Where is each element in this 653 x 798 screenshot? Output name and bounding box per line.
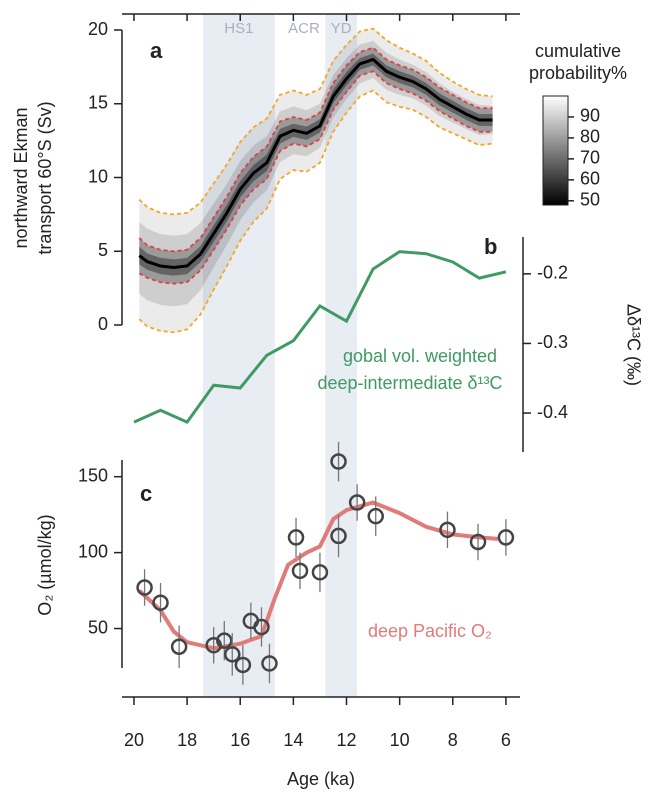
y-tick-label: 15 [88,93,108,113]
x-axis-label: Age (ka) [287,769,355,789]
shaded-interval [325,14,358,697]
data-point [348,494,366,511]
colorbar-title: cumulative [535,41,621,61]
y-tick-label: 5 [98,240,108,260]
colorbar [542,95,569,206]
probability-band [139,28,493,333]
panel-label: c [140,481,152,506]
data-point [234,656,252,674]
y-axis-label: northward Ekman [11,107,31,248]
y-tick-label: 10 [88,166,108,186]
smooth-curve [137,500,499,651]
x-tick-label: 10 [390,730,410,750]
x-tick-label: 8 [448,730,458,750]
data-point [253,618,270,636]
bound-line [138,70,493,285]
probability-band [139,40,493,307]
data-point [367,507,384,525]
x-tick-label: 14 [283,730,303,750]
y2-tick-label: -0.2 [537,263,568,283]
median-line [138,57,493,270]
colorbar-tick-label: 70 [580,148,600,168]
panel-label: a [150,38,163,63]
data-point [330,453,347,470]
data-point [261,655,278,672]
y2-tick-label: -0.4 [537,402,568,422]
y2-axis-label: Δδ¹³C (‰) [623,304,643,386]
colorbar-tick-label: 90 [580,106,600,126]
interval-label: HS1 [224,20,253,37]
data-point [224,646,241,663]
data-point [216,632,233,649]
y-tick-label: 50 [88,617,108,637]
data-point [291,562,309,580]
x-tick-label: 16 [230,730,250,750]
y-tick-label: 100 [78,541,108,561]
x-tick-label: 6 [501,730,511,750]
data-point [136,579,153,596]
x-tick-label: 18 [177,730,197,750]
data-point [439,521,456,539]
probability-band [139,47,493,284]
series-annotation: gobal vol. weighted [343,346,497,366]
data-point [469,533,487,551]
interval-label: ACR [288,20,320,37]
colorbar-title: probability% [529,63,627,83]
colorbar-tick-label: 60 [580,169,600,189]
data-point [497,529,515,546]
data-point [152,594,169,611]
data-line [133,250,507,424]
bound-line [138,89,493,334]
panel-label: b [484,234,497,259]
data-point [311,564,329,581]
interval-label: YD [331,20,352,37]
data-point [330,527,347,545]
bound-line [138,27,493,216]
x-tick-label: 12 [336,730,356,750]
colorbar-tick-label: 50 [580,190,600,210]
y-tick-label: 150 [78,465,108,485]
colorbar-tick-label: 80 [580,127,600,147]
y-tick-label: 20 [88,19,108,39]
curve-label: deep Pacific O₂ [368,621,492,641]
y2-tick-label: -0.3 [537,332,568,352]
y-axis-label: transport 60°S (Sv) [35,101,55,254]
y-axis-label: O₂ (µmol/kg) [35,514,55,615]
series-annotation: deep-intermediate δ¹³C [317,373,502,393]
y-tick-label: 0 [98,314,108,334]
data-point [287,529,305,546]
shaded-interval [203,14,275,697]
x-tick-label: 20 [124,730,144,750]
data-point [170,638,188,655]
bound-line [138,46,493,253]
